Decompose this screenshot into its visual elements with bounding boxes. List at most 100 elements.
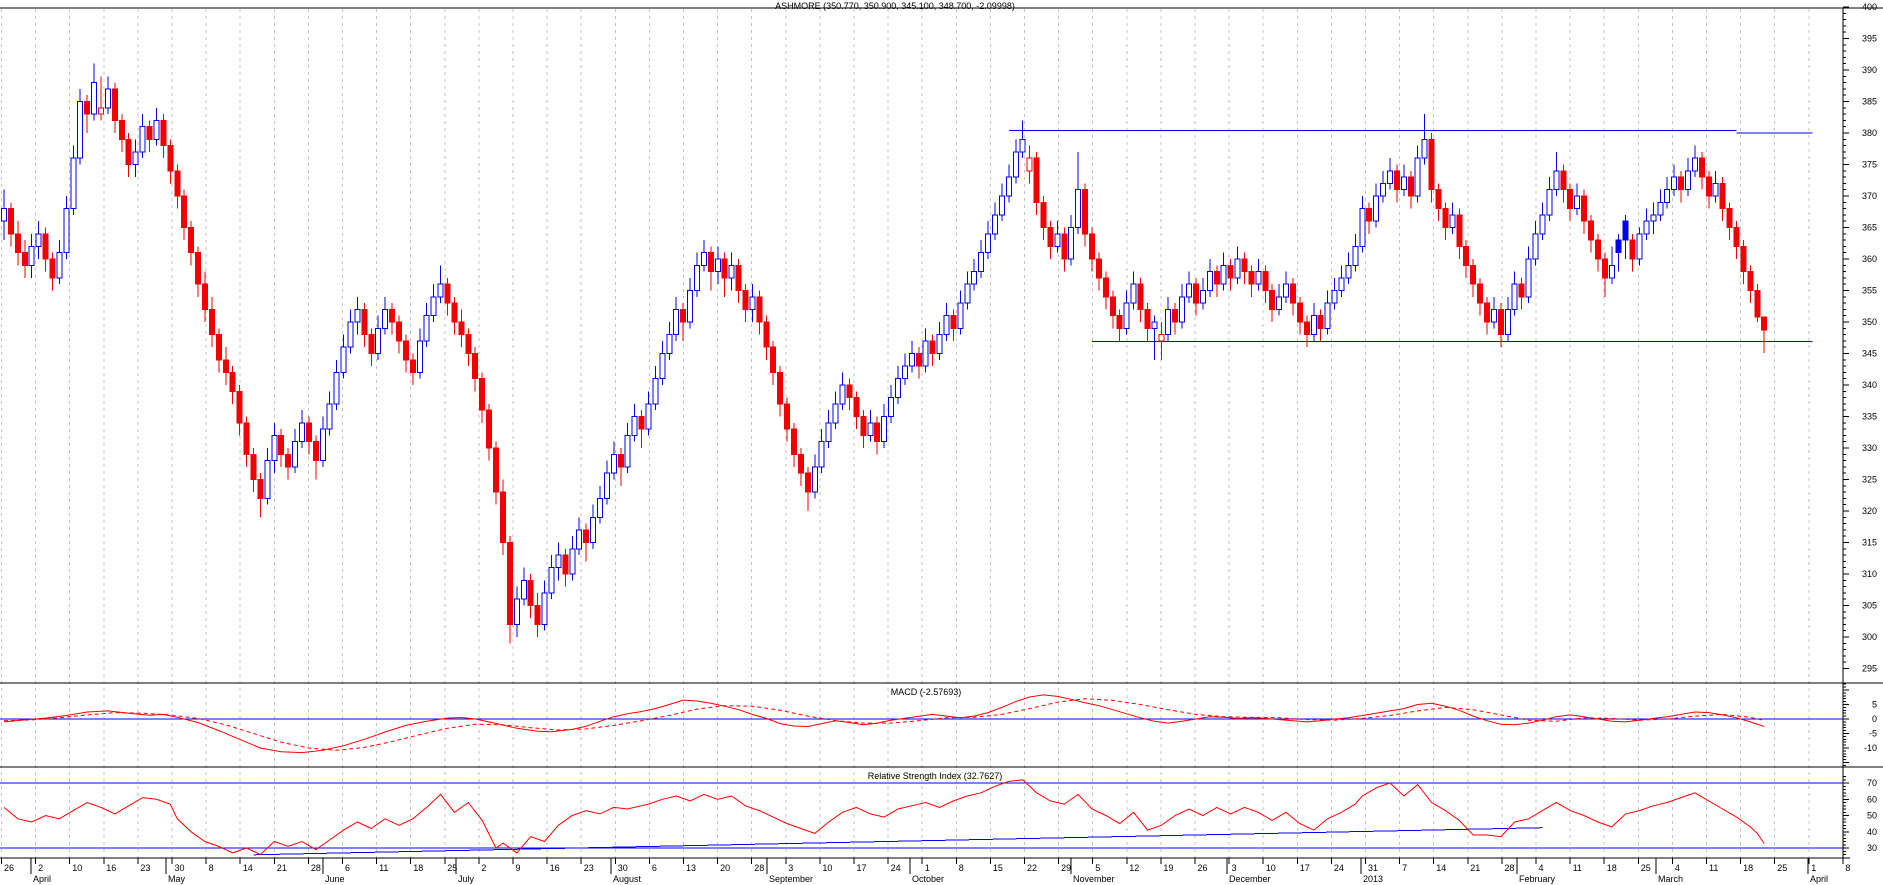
candle xyxy=(1130,271,1137,310)
candle xyxy=(118,114,125,152)
gridlines xyxy=(1,9,1844,858)
svg-text:21: 21 xyxy=(277,863,287,873)
candle xyxy=(444,277,451,316)
candle xyxy=(1227,259,1234,291)
candle xyxy=(950,309,957,341)
svg-text:395: 395 xyxy=(1862,34,1877,44)
candle xyxy=(437,265,444,304)
svg-text:3: 3 xyxy=(1232,863,1237,873)
resistance-line xyxy=(1008,130,1813,134)
svg-text:30: 30 xyxy=(175,863,185,873)
candle xyxy=(1608,246,1615,285)
candle xyxy=(1601,252,1608,297)
candle xyxy=(908,340,915,373)
candle xyxy=(576,517,583,556)
candle xyxy=(735,259,742,304)
candle xyxy=(458,309,465,348)
candle xyxy=(645,391,652,436)
svg-text:400: 400 xyxy=(1862,2,1877,12)
svg-text:60: 60 xyxy=(1867,794,1877,804)
candle xyxy=(818,429,825,474)
candle xyxy=(1504,296,1511,341)
candle xyxy=(77,88,84,165)
candle xyxy=(541,580,548,631)
svg-text:28: 28 xyxy=(754,863,764,873)
price-panel-title: ASHMORE (350.770, 350.900, 345.100, 348.… xyxy=(775,1,1015,11)
x-axis: 26 2 10 16 23 30 8 14 21 28 6 11 18 25 2 9 16 23 30 6 13 20 28… xyxy=(0,857,1850,884)
candlestick-series xyxy=(1,63,1768,644)
svg-text:February: February xyxy=(1519,874,1556,884)
candle xyxy=(1095,252,1102,291)
candle xyxy=(1137,277,1144,322)
candle xyxy=(562,548,569,587)
candle xyxy=(1525,246,1532,304)
candle xyxy=(402,334,409,373)
candle xyxy=(867,410,874,442)
svg-text:7: 7 xyxy=(1402,863,1407,873)
svg-text:370: 370 xyxy=(1862,191,1877,201)
candle xyxy=(1331,277,1338,310)
candle xyxy=(534,592,541,637)
svg-text:17: 17 xyxy=(857,863,867,873)
svg-text:November: November xyxy=(1073,874,1115,884)
candle xyxy=(1179,284,1186,329)
candle xyxy=(472,347,479,392)
candle xyxy=(1054,221,1061,253)
candle xyxy=(1712,170,1719,203)
svg-text:17: 17 xyxy=(1300,863,1310,873)
candle xyxy=(368,328,375,367)
candle xyxy=(548,555,555,600)
candle xyxy=(1553,151,1560,196)
candle xyxy=(1199,277,1206,310)
candle xyxy=(222,347,229,385)
candle xyxy=(1303,315,1310,348)
candle xyxy=(874,416,881,455)
candle xyxy=(98,76,104,121)
candle xyxy=(1317,309,1324,341)
candle xyxy=(1206,259,1213,297)
candle xyxy=(777,366,784,417)
candle xyxy=(236,385,243,436)
candle xyxy=(35,221,42,259)
candle xyxy=(1747,265,1754,304)
candle xyxy=(791,422,797,467)
candle xyxy=(985,221,992,259)
svg-text:18: 18 xyxy=(1607,863,1617,873)
svg-text:335: 335 xyxy=(1862,412,1877,422)
candle xyxy=(1019,120,1026,159)
candle xyxy=(1740,240,1747,285)
candle xyxy=(520,567,527,606)
candle xyxy=(1726,202,1733,241)
candle xyxy=(1012,139,1019,184)
svg-text:40: 40 xyxy=(1867,827,1877,837)
candle xyxy=(943,303,950,341)
candle xyxy=(42,227,49,272)
candle xyxy=(1421,114,1428,165)
candle xyxy=(1671,164,1678,196)
candle xyxy=(1158,322,1165,360)
candle xyxy=(1033,151,1040,215)
candle xyxy=(811,454,818,499)
candle xyxy=(312,435,319,480)
candle xyxy=(56,240,63,285)
candle xyxy=(423,303,430,348)
svg-text:-10: -10 xyxy=(1864,743,1877,753)
candle xyxy=(1082,183,1089,247)
svg-text:390: 390 xyxy=(1862,65,1877,75)
rsi-trendline xyxy=(253,827,1543,856)
candle xyxy=(1691,145,1698,178)
svg-text:23: 23 xyxy=(584,863,594,873)
svg-text:0: 0 xyxy=(1872,714,1877,724)
candle xyxy=(389,303,396,335)
candle xyxy=(1705,170,1712,209)
candle xyxy=(853,391,860,430)
macd-macd-line xyxy=(3,694,1765,754)
svg-text:19: 19 xyxy=(1163,863,1173,873)
candle xyxy=(49,252,56,291)
candle xyxy=(84,95,91,133)
svg-text:18: 18 xyxy=(1743,863,1753,873)
candle xyxy=(1380,170,1387,203)
candle xyxy=(139,114,146,159)
candle xyxy=(1643,208,1650,241)
svg-text:28: 28 xyxy=(311,863,321,873)
